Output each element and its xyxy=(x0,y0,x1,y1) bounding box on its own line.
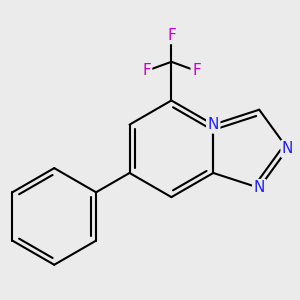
Text: F: F xyxy=(167,28,176,43)
Text: N: N xyxy=(282,141,293,156)
Text: F: F xyxy=(192,63,201,78)
Text: N: N xyxy=(254,180,265,195)
Text: N: N xyxy=(208,117,219,132)
Text: F: F xyxy=(142,63,151,78)
